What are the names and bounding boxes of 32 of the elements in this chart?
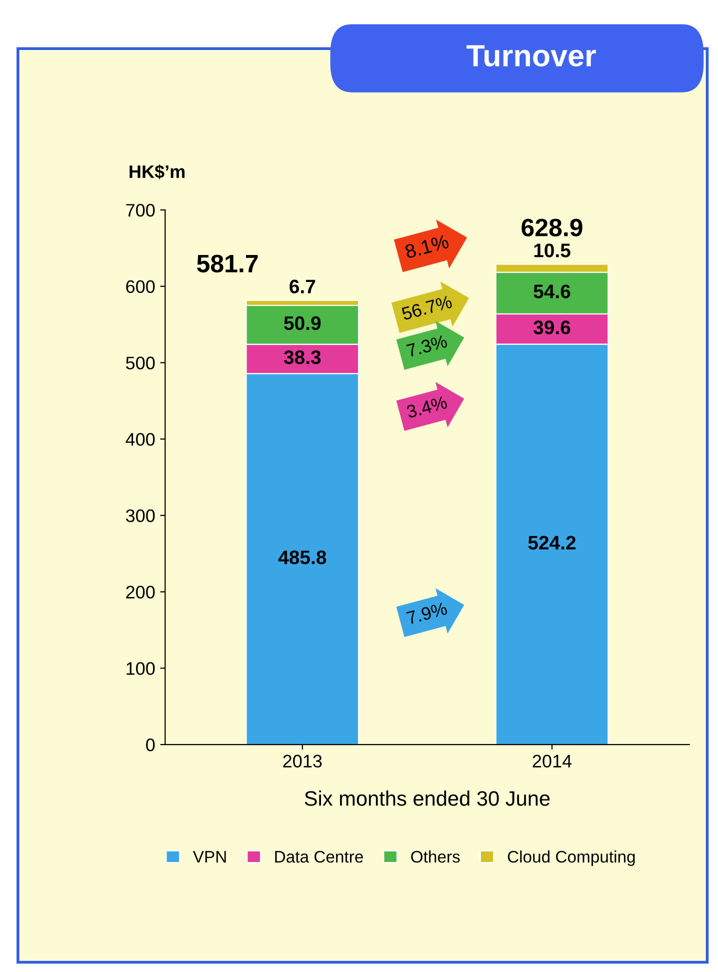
y-tick-label: 400 — [126, 433, 155, 446]
annotation: 7.3% — [406, 334, 448, 358]
data-label: 524.2 — [528, 536, 576, 550]
annotation: 7.9% — [406, 602, 448, 624]
data-label: 50.9 — [284, 316, 321, 330]
legend-label: Cloud Computing — [508, 850, 635, 866]
data-label: 38.3 — [284, 350, 321, 364]
data-label: 485.8 — [278, 550, 326, 564]
y-tick-label: 600 — [126, 280, 155, 294]
annotation: 8.1% — [404, 234, 450, 259]
y-tick-label: 200 — [126, 586, 155, 599]
y-axis-title: HK$’m — [130, 164, 185, 180]
data-label: 10.5 — [534, 244, 570, 258]
legend-label: Others — [411, 850, 460, 863]
annotation: 56.7% — [401, 295, 453, 320]
total-label: 628.9 — [522, 218, 582, 236]
data-label: 39.6 — [534, 320, 570, 334]
legend-label: VPN — [192, 851, 226, 863]
y-tick-label: 700 — [126, 204, 155, 217]
x-tick-label: 2014 — [532, 754, 572, 768]
total-label: 581.7 — [197, 254, 258, 272]
data-label: 54.6 — [534, 284, 570, 298]
chart-title: Turnover — [466, 45, 596, 67]
data-label: 6.7 — [290, 280, 316, 294]
y-tick-label: 500 — [126, 356, 155, 370]
y-tick-label: 300 — [126, 509, 155, 522]
x-tick-label: 2013 — [283, 754, 322, 768]
annotation: 3.4% — [406, 396, 448, 418]
y-tick-label: 100 — [126, 662, 155, 675]
x-axis-title: Six months ended 30 June — [304, 790, 550, 806]
y-tick-label: 0 — [146, 738, 155, 752]
legend-label: Data Centre — [275, 850, 363, 863]
